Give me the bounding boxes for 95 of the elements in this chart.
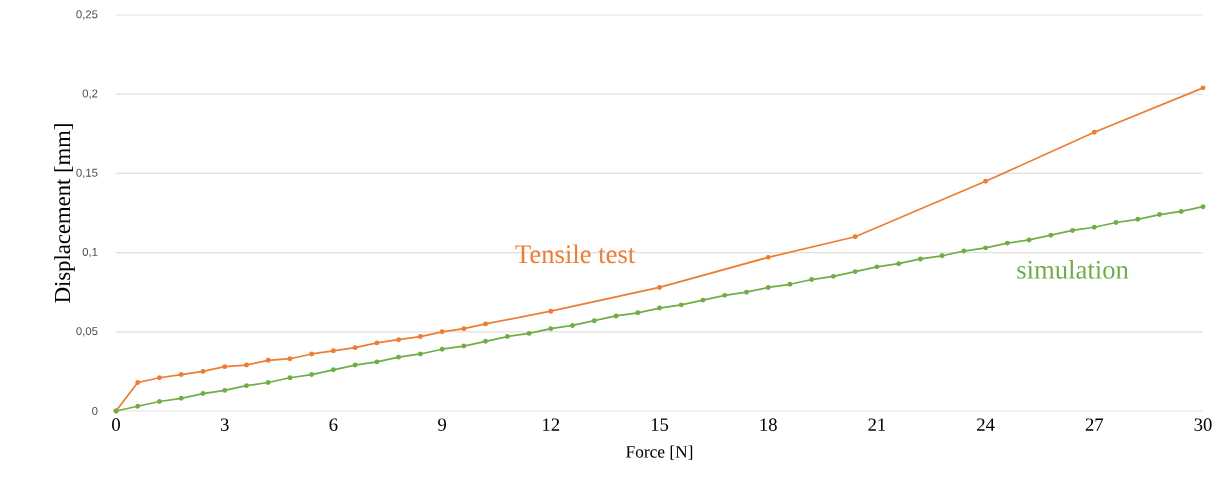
x-tick-label: 21: [868, 418, 886, 431]
point: [548, 308, 554, 314]
y-tick-label: 0,25: [76, 10, 98, 20]
y-tick-label: 0,2: [82, 89, 98, 99]
x-tick-label: 27: [1085, 418, 1104, 431]
point: [222, 387, 228, 393]
point: [983, 245, 989, 251]
point: [330, 367, 336, 373]
point: [461, 326, 467, 332]
point: [852, 234, 858, 240]
point: [483, 338, 489, 344]
point: [917, 256, 923, 262]
point: [657, 284, 662, 290]
point: [591, 318, 597, 324]
point: [722, 292, 728, 298]
point: [1113, 220, 1119, 225]
point: [287, 356, 293, 362]
y-tick-label: 0: [92, 407, 98, 416]
point: [222, 364, 228, 370]
point: [874, 264, 880, 270]
point: [1200, 85, 1206, 91]
point: [483, 321, 489, 327]
x-tick-label: 30: [1194, 418, 1212, 431]
x-tick-label: 9: [438, 418, 447, 431]
point: [265, 380, 271, 385]
point: [635, 310, 641, 316]
point: [1070, 227, 1076, 233]
point: [439, 329, 445, 335]
point: [765, 284, 771, 290]
point: [352, 345, 358, 351]
point: [809, 277, 815, 282]
point: [678, 302, 684, 308]
point: [417, 334, 423, 340]
series-label: Tensile test: [515, 244, 636, 264]
point: [896, 261, 902, 267]
point: [787, 281, 793, 287]
point: [417, 351, 423, 357]
point: [548, 326, 554, 332]
point: [157, 375, 162, 381]
point: [309, 351, 315, 357]
point: [200, 368, 206, 374]
point: [1091, 224, 1097, 230]
point: [243, 362, 249, 368]
point: [243, 383, 249, 389]
point: [852, 269, 858, 275]
point: [1004, 240, 1010, 246]
point: [1135, 216, 1141, 222]
x-tick-label: 24: [977, 418, 995, 431]
point: [504, 334, 510, 340]
point: [135, 380, 141, 385]
point: [830, 273, 836, 279]
point: [461, 343, 467, 349]
point: [178, 372, 184, 378]
x-tick-label: 18: [760, 418, 777, 431]
point: [135, 403, 141, 409]
point: [157, 399, 162, 404]
point: [374, 359, 380, 365]
x-tick-label: 15: [651, 418, 669, 431]
y-tick-label: 0,15: [76, 168, 98, 179]
x-tick-label: 3: [220, 418, 229, 431]
point: [743, 289, 749, 295]
point: [265, 357, 271, 363]
point: [1157, 212, 1162, 218]
point: [657, 305, 662, 311]
x-tick-label: 12: [543, 418, 560, 431]
y-axis-title: Displacement [mm]: [54, 124, 75, 303]
point: [374, 340, 380, 346]
point: [570, 322, 576, 328]
point: [700, 297, 706, 303]
point: [1091, 129, 1097, 135]
series-label: simulation: [1017, 260, 1129, 279]
point: [765, 254, 771, 260]
point: [1178, 208, 1184, 214]
point: [330, 348, 336, 354]
point: [961, 248, 967, 254]
point: [939, 253, 945, 259]
point: [439, 346, 445, 352]
point: [396, 354, 402, 360]
point: [613, 313, 619, 319]
x-tick-label: 6: [329, 418, 338, 431]
x-tick-label: 0: [112, 418, 120, 431]
point: [983, 178, 989, 184]
point: [352, 362, 358, 368]
point: [287, 375, 293, 381]
point: [178, 395, 184, 401]
point: [1048, 232, 1054, 238]
point: [526, 330, 532, 336]
point: [1200, 204, 1206, 210]
y-tick-label: 0,1: [82, 247, 98, 258]
point: [309, 372, 315, 378]
x-axis-title: Force [N]: [626, 445, 693, 460]
point: [396, 337, 402, 343]
y-tick-label: 0,05: [76, 327, 98, 337]
point: [200, 391, 206, 397]
point: [1026, 237, 1032, 243]
